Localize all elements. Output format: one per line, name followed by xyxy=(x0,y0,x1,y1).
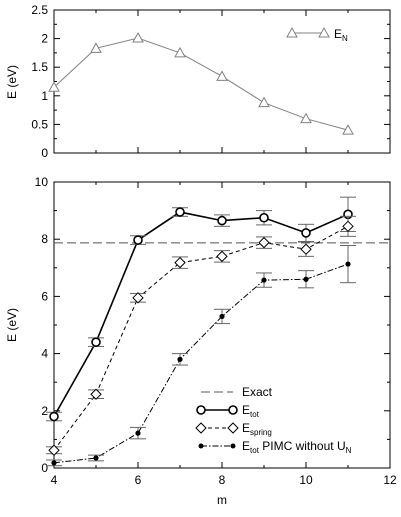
bottom-series-1-point xyxy=(300,243,312,255)
bottom-series-2-point xyxy=(135,430,141,436)
bottom-y-tick-label: 0 xyxy=(41,461,48,475)
bottom-series-2-point xyxy=(261,277,267,283)
bottom-series-1-point xyxy=(48,444,60,456)
top-y-tick-label: 2.5 xyxy=(31,3,48,17)
legend-marker-espring-left xyxy=(195,422,207,434)
bottom-series-0-point xyxy=(175,207,185,217)
top-y-tick-label: 2 xyxy=(41,32,48,46)
bottom-series-1-point xyxy=(342,220,354,233)
bottom-series-0-point xyxy=(217,215,227,226)
legend-label-exact: Exact xyxy=(242,385,273,399)
bottom-axes: 0 2 4 6 8 10 4 6 8 10 12 xyxy=(35,175,397,487)
legend-marker-espring-right xyxy=(227,422,239,434)
top-y-tick-label: 0.5 xyxy=(31,117,48,131)
bottom-y-tick-label: 10 xyxy=(35,175,49,189)
bottom-series-1-point xyxy=(132,292,144,304)
bottom-series-1-point xyxy=(216,250,228,263)
legend-marker-etot-right xyxy=(228,405,238,415)
bottom-series-2-line xyxy=(53,263,349,464)
top-series-0-point xyxy=(48,81,60,92)
x-tick-label: 4 xyxy=(51,473,58,487)
top-y-axis: 0 0.5 1 1.5 2 2.5 xyxy=(31,3,391,160)
bottom-series-2-point xyxy=(303,276,309,282)
top-series-0-point xyxy=(258,96,270,108)
legend-marker-pimc-right xyxy=(230,443,236,449)
x-axis-label: m xyxy=(217,493,227,507)
bottom-legend: Exact Etot Espring Etot PIMC without UN xyxy=(195,385,352,455)
top-series-0-point xyxy=(216,70,228,81)
top-series-0-point xyxy=(342,124,354,135)
top-series-0-point xyxy=(90,42,102,53)
bottom-y-axis-label: E (eV) xyxy=(5,308,19,342)
legend-marker-etot-left xyxy=(196,405,206,415)
legend-label-etot: Etot xyxy=(242,403,260,419)
legend-marker-en-right xyxy=(318,26,330,38)
top-series-0-line xyxy=(53,37,349,131)
legend-label-en: EN xyxy=(334,27,348,43)
bottom-y-tick-label: 4 xyxy=(41,347,48,361)
bottom-series-2-point xyxy=(345,261,351,267)
bottom-series-1-point xyxy=(174,256,186,269)
bottom-series-1-point xyxy=(258,236,270,249)
bottom-series-2-point xyxy=(219,313,225,320)
top-plot-area xyxy=(48,31,354,135)
legend-marker-pimc-left xyxy=(198,443,204,449)
top-legend: EN xyxy=(286,26,348,43)
top-y-tick-label: 1 xyxy=(41,89,48,103)
bottom-series-0-line xyxy=(53,211,349,417)
bottom-y-tick-label: 8 xyxy=(41,232,48,246)
top-y-tick-label: 0 xyxy=(41,146,48,160)
bottom-series-2-point xyxy=(51,460,57,466)
bottom-series-1-point xyxy=(90,388,102,400)
top-series-0-point xyxy=(174,46,186,58)
x-tick-label: 10 xyxy=(299,473,313,487)
top-y-axis-label: E (eV) xyxy=(5,65,19,99)
bottom-series-0-point xyxy=(133,235,143,245)
x-tick-label: 12 xyxy=(383,473,397,487)
bottom-series-1-line xyxy=(53,225,349,451)
legend-label-espring: Espring xyxy=(242,421,272,437)
x-tick-label: 8 xyxy=(219,473,226,487)
bottom-series-0-point xyxy=(49,411,59,422)
bottom-y-tick-label: 6 xyxy=(41,289,48,303)
bottom-series-2-point xyxy=(93,455,99,461)
x-tick-label: 6 xyxy=(135,473,142,487)
legend-marker-en-left xyxy=(286,26,298,38)
top-series-0-point xyxy=(132,31,144,43)
bottom-series-0-point xyxy=(259,212,269,223)
top-series-0-point xyxy=(300,112,312,124)
bottom-plot-area xyxy=(46,196,390,467)
bottom-series-0-point xyxy=(301,228,311,238)
top-y-tick-label: 1.5 xyxy=(31,60,48,74)
legend-label-pimc: Etot PIMC without UN xyxy=(242,439,352,455)
bottom-y-tick-label: 2 xyxy=(41,404,48,418)
bottom-series-2-point xyxy=(177,356,183,362)
bottom-series-0-point xyxy=(91,337,101,347)
